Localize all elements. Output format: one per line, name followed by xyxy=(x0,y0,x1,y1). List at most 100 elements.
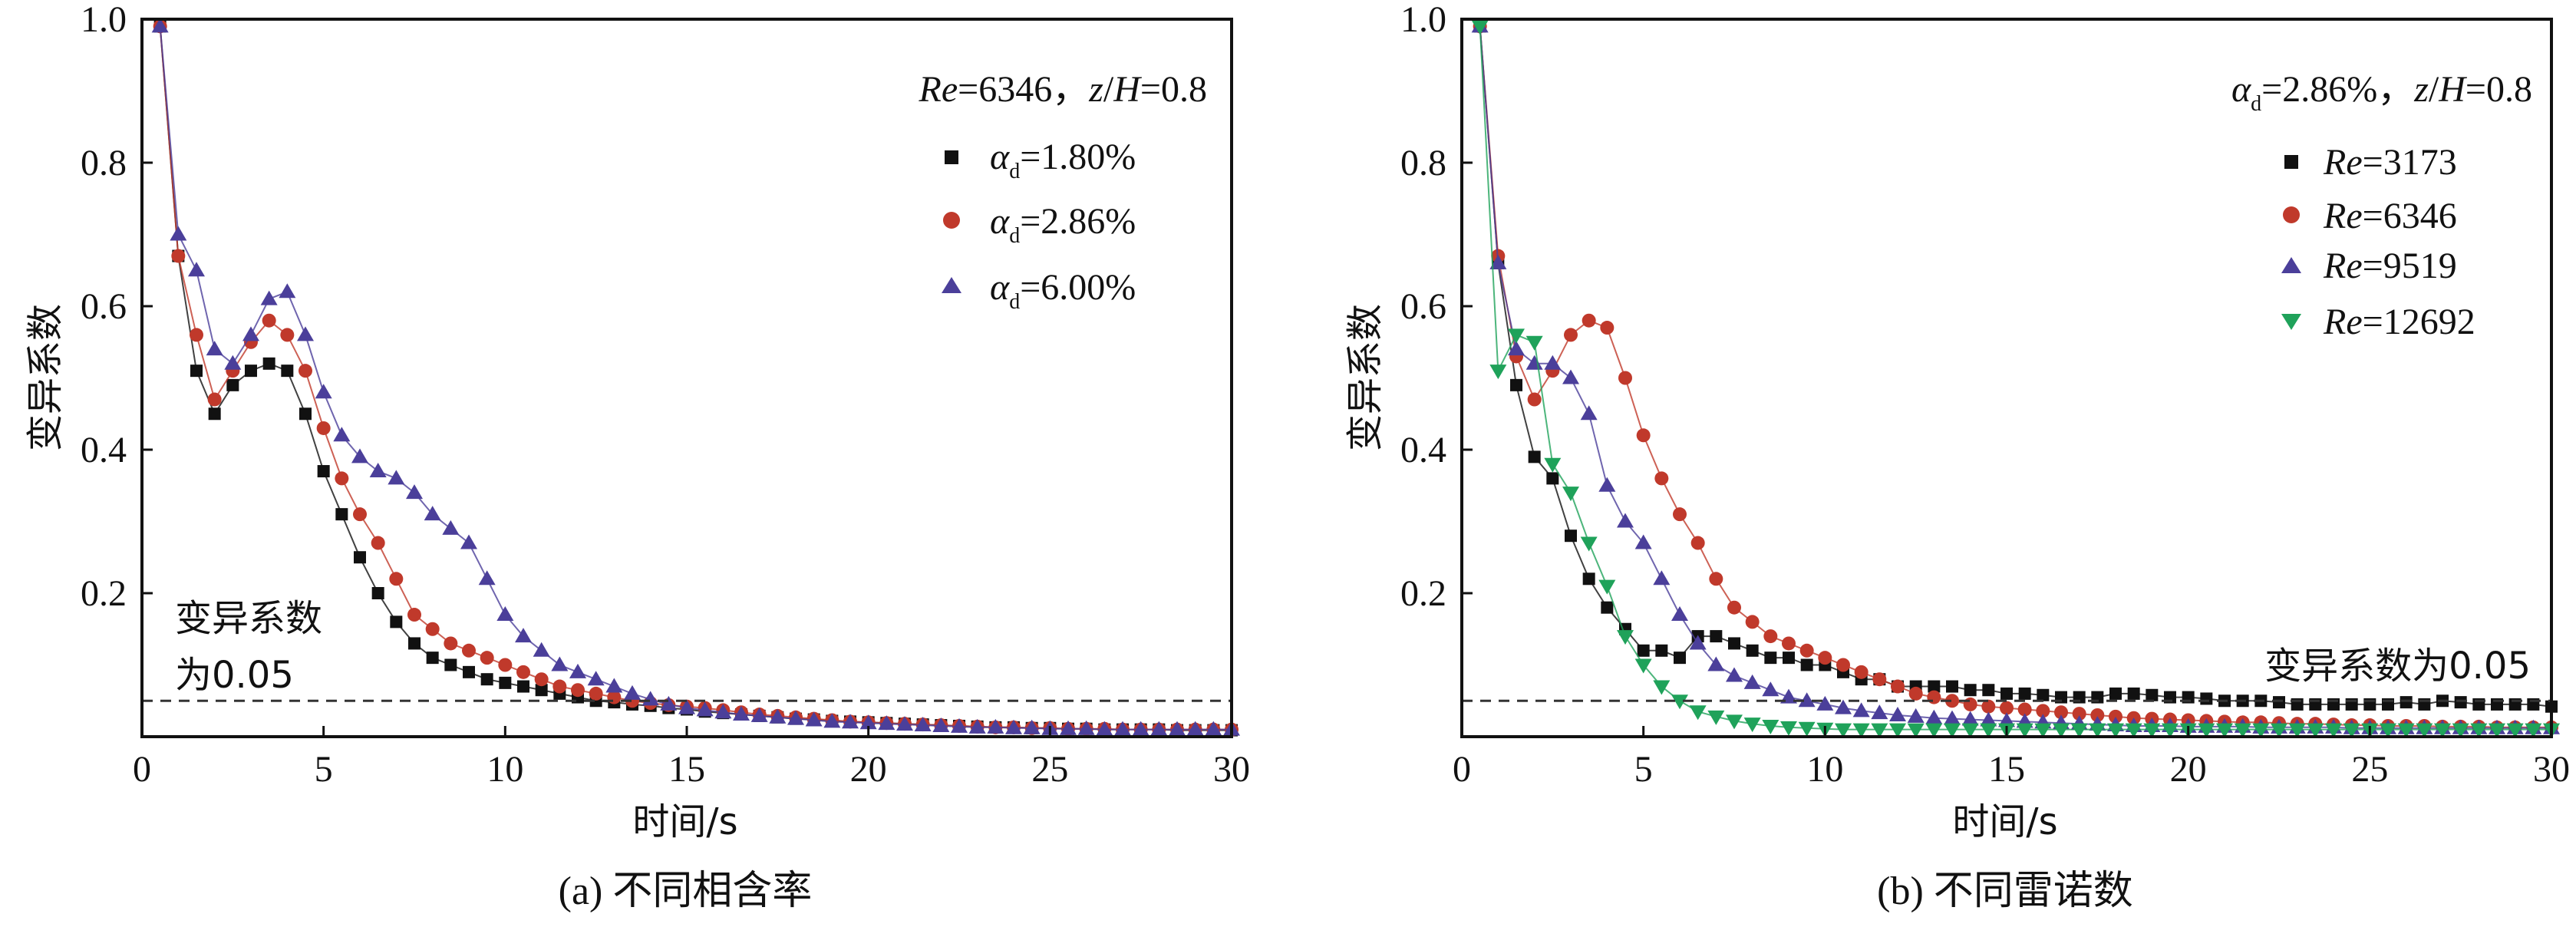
data-point-square xyxy=(2018,687,2031,700)
data-point-circle xyxy=(1981,699,1996,714)
panel-b-condition: αd=2.86%，z/H=0.8 xyxy=(2231,69,2532,116)
x-tick-label: 5 xyxy=(315,749,333,790)
data-point-triangle-up xyxy=(1707,656,1725,671)
data-point-circle xyxy=(1836,658,1850,672)
data-point-triangle-up xyxy=(842,714,859,729)
data-point-triangle-up xyxy=(1544,355,1562,370)
data-point-circle xyxy=(2054,705,2068,720)
data-point-circle xyxy=(1818,651,1832,665)
data-point-triangle-up xyxy=(660,695,678,711)
data-point-triangle-up xyxy=(951,718,968,733)
data-point-triangle-up xyxy=(1186,721,1204,736)
x-tick-label: 15 xyxy=(668,749,705,790)
data-point-square xyxy=(1728,637,1740,650)
data-point-triangle-up xyxy=(1114,721,1131,736)
data-point-square xyxy=(190,365,203,378)
data-point-circle xyxy=(589,686,603,701)
x-tick-label: 30 xyxy=(2533,749,2570,790)
data-point-triangle-up xyxy=(551,656,569,671)
data-point-triangle-up xyxy=(260,290,278,305)
data-point-circle xyxy=(353,507,367,522)
data-point-triangle-up xyxy=(496,606,514,622)
data-point-triangle-up xyxy=(823,713,841,728)
data-point-triangle-up xyxy=(1980,711,1997,727)
data-point-triangle-up xyxy=(1096,721,1113,736)
y-tick-label: 0.2 xyxy=(1400,573,1446,614)
data-point-triangle-up xyxy=(1132,721,1149,736)
legend-label-re-3173: Re=3173 xyxy=(2323,142,2457,183)
data-point-square xyxy=(208,407,221,421)
x-tick-label: 25 xyxy=(1031,749,1068,790)
data-point-circle xyxy=(335,471,349,486)
data-point-triangle-up xyxy=(442,520,460,535)
data-point-circle xyxy=(1709,572,1723,586)
data-point-triangle-down xyxy=(2053,723,2070,738)
data-point-triangle-down xyxy=(2234,723,2251,738)
data-point-circle xyxy=(1618,371,1632,385)
legend-marker-triangle xyxy=(942,277,961,293)
data-point-triangle-up xyxy=(388,470,405,485)
panel-a-caption: (a) 不同相含率 xyxy=(559,869,813,913)
data-point-triangle-up xyxy=(1852,702,1870,718)
data-point-triangle-up xyxy=(787,710,804,725)
data-point-circle xyxy=(480,651,494,665)
data-point-triangle-up xyxy=(1743,674,1761,689)
y-tick-label: 0.2 xyxy=(81,573,127,614)
x-tick-label: 5 xyxy=(1634,749,1653,790)
y-tick-label: 0.8 xyxy=(81,143,127,183)
data-point-triangle-up xyxy=(188,262,205,277)
data-point-triangle-down xyxy=(2034,723,2052,738)
data-point-square xyxy=(2146,688,2159,701)
data-point-circle xyxy=(571,683,585,698)
data-point-triangle-up xyxy=(1871,704,1888,720)
data-point-triangle-down xyxy=(2307,723,2324,738)
data-point-circle xyxy=(316,421,331,435)
y-tick-label: 0.6 xyxy=(81,286,127,327)
legend-marker-circle xyxy=(943,212,960,229)
x-tick-label: 10 xyxy=(487,749,523,790)
data-point-triangle-down xyxy=(1598,579,1616,595)
data-point-triangle-down xyxy=(1508,328,1525,344)
data-point-square xyxy=(1928,680,1941,693)
data-point-triangle-up xyxy=(914,717,932,732)
panel-a-axis-ticks: 0 5 10 15 20 25 30 0.2 0.4 0.6 0.8 1.0 xyxy=(81,0,1250,790)
y-tick-label: 1.0 xyxy=(81,0,127,40)
panel-a-threshold-label-line2: 为0.05 xyxy=(175,654,294,697)
legend-marker-triangle-down xyxy=(2281,314,2301,330)
data-point-triangle-up xyxy=(424,506,441,521)
y-tick-label: 0.6 xyxy=(1400,286,1446,327)
data-point-triangle-up xyxy=(1726,667,1743,682)
data-point-triangle-down xyxy=(1707,710,1725,725)
panel-b-data-layer xyxy=(1471,18,2560,738)
data-point-triangle-down xyxy=(2070,723,2088,738)
data-point-triangle-up xyxy=(478,570,496,586)
data-point-square xyxy=(354,551,366,564)
data-point-square xyxy=(1783,652,1795,665)
legend-label-ad-2.86: αd=2.86% xyxy=(990,201,1136,248)
data-point-triangle-down xyxy=(1671,694,1688,710)
data-point-triangle-up xyxy=(678,699,695,714)
data-point-circle xyxy=(1673,507,1687,522)
data-point-triangle-up xyxy=(351,448,368,463)
data-point-circle xyxy=(2109,709,2122,724)
data-point-circle xyxy=(2090,708,2105,722)
legend-marker-triangle-up xyxy=(2281,257,2301,273)
data-point-triangle-up xyxy=(1835,699,1852,714)
data-point-triangle-down xyxy=(1525,335,1543,351)
data-point-square xyxy=(535,684,548,697)
data-point-triangle-up xyxy=(605,678,623,693)
legend-label-re-9519: Re=9519 xyxy=(2323,246,2457,286)
data-point-triangle-up xyxy=(224,355,242,370)
data-point-triangle-up xyxy=(769,708,787,724)
data-point-circle xyxy=(1654,471,1669,486)
y-tick-label: 0.8 xyxy=(1400,143,1446,183)
data-point-triangle-up xyxy=(878,715,895,731)
data-point-triangle-down xyxy=(2452,723,2469,738)
data-point-triangle-up xyxy=(315,384,332,399)
data-point-triangle-down xyxy=(1689,705,1707,721)
data-point-square xyxy=(262,357,275,370)
data-point-triangle-up xyxy=(733,706,750,721)
data-point-square xyxy=(1546,472,1559,485)
data-point-circle xyxy=(1963,697,1977,711)
data-point-triangle-down xyxy=(1762,719,1779,734)
